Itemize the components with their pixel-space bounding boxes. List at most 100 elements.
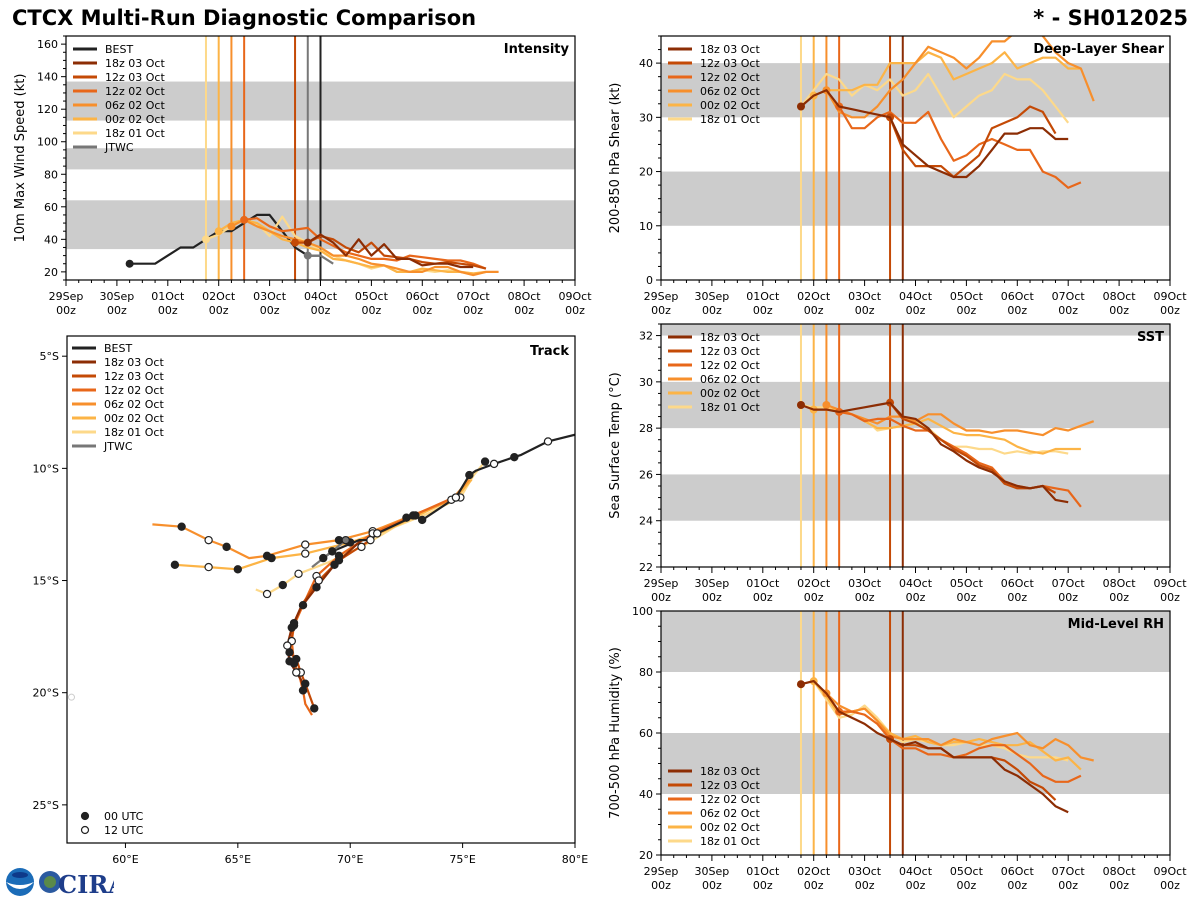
x-tick-label: 00z bbox=[1007, 879, 1027, 892]
x-tick-label: 06Oct bbox=[1001, 865, 1035, 878]
x-tick-label: 00z bbox=[107, 304, 127, 317]
x-tick-label: 00z bbox=[1160, 591, 1180, 604]
x-tick-label: 07Oct bbox=[1052, 577, 1086, 590]
x-tick-label: 00z bbox=[804, 879, 824, 892]
plot-area bbox=[661, 36, 1170, 280]
x-tick-label: 02Oct bbox=[202, 290, 236, 303]
legend-item: 00z 02 Oct bbox=[668, 821, 760, 834]
legend-label: 06z 02 Oct bbox=[105, 99, 165, 112]
legend-item: 18z 03 Oct bbox=[668, 331, 760, 344]
legend-label: 18z 01 Oct bbox=[700, 401, 760, 414]
x-tick-label: 06Oct bbox=[1001, 290, 1035, 303]
x-tick-label: 00z bbox=[957, 879, 977, 892]
x-tick-label: 07Oct bbox=[457, 290, 491, 303]
series-line bbox=[800, 72, 1070, 124]
legend-label: 12z 02 Oct bbox=[104, 384, 164, 397]
track-point-00utc bbox=[510, 452, 519, 462]
y-tick-label: 140 bbox=[37, 71, 58, 84]
x-tick-label: 00z bbox=[362, 304, 382, 317]
track-point-00utc bbox=[319, 553, 328, 563]
legend-item: 18z 03 Oct bbox=[668, 43, 760, 56]
track-point-12utc bbox=[204, 562, 213, 572]
legend-item: 12z 03 Oct bbox=[668, 779, 760, 792]
marker-legend-item: 12 UTC bbox=[80, 824, 144, 837]
series-line bbox=[826, 403, 1095, 437]
init-point bbox=[822, 401, 831, 409]
legend-item: 12z 02 Oct bbox=[72, 384, 164, 397]
legend-label: 00z 02 Oct bbox=[700, 821, 760, 834]
x-tick-label: 09Oct bbox=[558, 290, 592, 303]
series-line bbox=[218, 218, 487, 275]
shaded-band bbox=[661, 474, 1170, 521]
plot-area bbox=[66, 36, 575, 280]
track-point-00utc bbox=[298, 601, 308, 610]
marker-legend-label: 00 UTC bbox=[104, 810, 144, 823]
cira-logo-text: CIRA bbox=[58, 870, 114, 898]
x-tick-label: 00z bbox=[804, 304, 824, 317]
y-tick-label: 20°S bbox=[33, 687, 59, 700]
panel-title: SST bbox=[1137, 330, 1164, 345]
legend-item: 00z 02 Oct bbox=[73, 113, 165, 126]
x-tick-label: 00z bbox=[1058, 591, 1078, 604]
track-point-00utc bbox=[233, 565, 243, 574]
axes-frame bbox=[66, 335, 576, 844]
x-tick-label: 00z bbox=[753, 304, 773, 317]
legend-label: 18z 01 Oct bbox=[105, 127, 165, 140]
x-tick-label: 09Oct bbox=[1153, 290, 1187, 303]
legend-item: 12z 03 Oct bbox=[668, 57, 760, 70]
x-tick-label: 00z bbox=[753, 879, 773, 892]
x-tick-label: 00z bbox=[311, 304, 331, 317]
legend-label: 18z 03 Oct bbox=[700, 765, 760, 778]
track-point-00utc bbox=[411, 511, 420, 520]
x-tick-label: 00z bbox=[906, 591, 926, 604]
y-tick-label: 40 bbox=[639, 788, 653, 801]
x-tick-label: 00z bbox=[1109, 304, 1129, 317]
x-tick-label: 05Oct bbox=[950, 577, 984, 590]
legend-item: 18z 03 Oct bbox=[668, 765, 760, 778]
x-tick-label: 65°E bbox=[225, 853, 251, 866]
init-point bbox=[227, 222, 236, 231]
x-tick-label: 30Sep bbox=[695, 865, 730, 878]
legend-item: 06z 02 Oct bbox=[72, 398, 164, 411]
y-tick-label: 40 bbox=[44, 233, 58, 246]
track-point-00utc bbox=[328, 547, 337, 556]
x-tick-label: 00z bbox=[906, 879, 926, 892]
x-tick-label: 06Oct bbox=[1001, 577, 1035, 590]
x-tick-label: 00z bbox=[702, 304, 722, 317]
y-tick-label: 0 bbox=[646, 274, 653, 287]
map-area bbox=[67, 433, 575, 716]
series-line bbox=[838, 105, 1082, 189]
x-tick-label: 04Oct bbox=[899, 577, 933, 590]
x-tick-label: 00z bbox=[855, 591, 875, 604]
init-point bbox=[303, 251, 312, 260]
x-tick-label: 00z bbox=[855, 304, 875, 317]
legend-item: 18z 01 Oct bbox=[668, 835, 760, 848]
x-tick-label: 30Sep bbox=[100, 290, 135, 303]
init-point bbox=[125, 259, 134, 268]
legend-item: 12z 02 Oct bbox=[73, 85, 165, 98]
x-tick-label: 08Oct bbox=[508, 290, 542, 303]
marker-legend-item: 00 UTC bbox=[80, 810, 144, 823]
legend-label: 12z 03 Oct bbox=[105, 71, 165, 84]
track-point-12utc bbox=[262, 589, 272, 599]
track-point-12utc bbox=[543, 437, 553, 446]
shaded-band bbox=[661, 324, 1170, 336]
track-point-12utc bbox=[314, 576, 323, 585]
track-point-00utc bbox=[285, 657, 294, 666]
y-tick-label: 60 bbox=[639, 727, 653, 740]
y-tick-label: 120 bbox=[37, 103, 58, 116]
plot-area bbox=[661, 324, 1170, 567]
y-tick-label: 28 bbox=[639, 422, 653, 435]
legend-label: 12z 02 Oct bbox=[700, 359, 760, 372]
shaded-band bbox=[661, 171, 1170, 226]
init-point bbox=[796, 102, 805, 111]
track-point-00utc bbox=[170, 560, 180, 570]
legend-label: JTWC bbox=[104, 141, 134, 154]
legend-item: 00z 02 Oct bbox=[668, 99, 760, 112]
y-tick-label: 100 bbox=[37, 136, 58, 149]
y-tick-label: 24 bbox=[639, 515, 653, 528]
legend-label: 12z 03 Oct bbox=[700, 779, 760, 792]
x-tick-label: 00z bbox=[514, 304, 534, 317]
